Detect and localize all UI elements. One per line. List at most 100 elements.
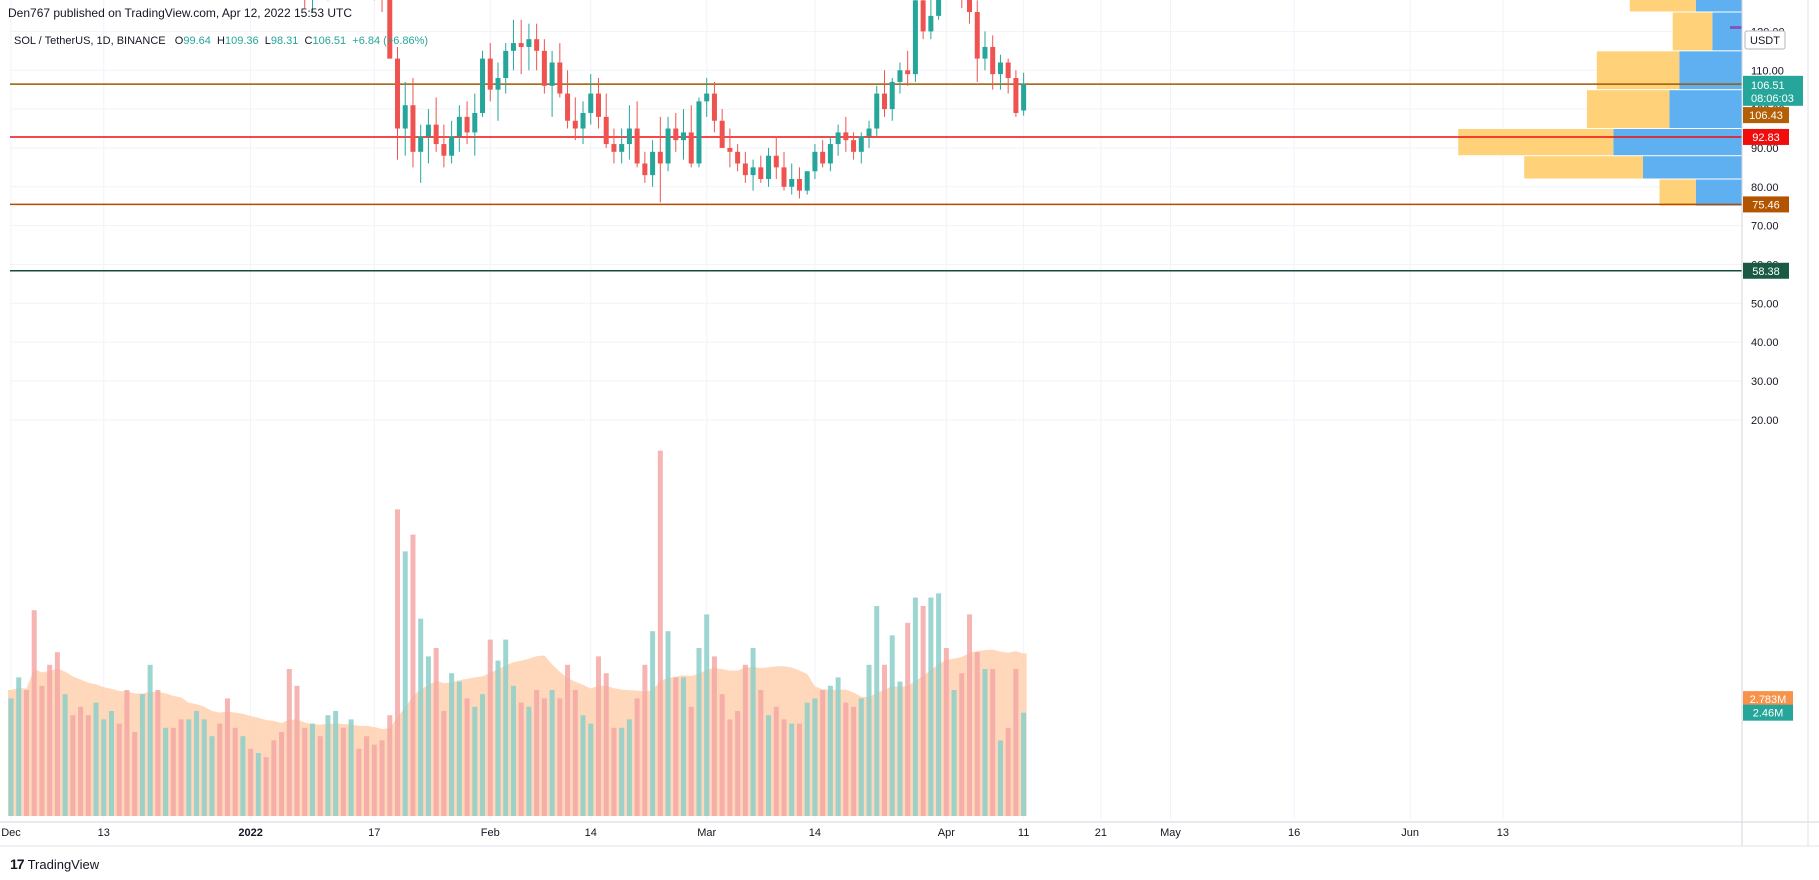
candle-body (526, 39, 532, 47)
volume-bar (263, 757, 269, 816)
volume-bar (402, 551, 408, 816)
volume-bar (812, 698, 818, 816)
candle-body (874, 93, 880, 129)
candle (928, 0, 934, 40)
volume-profile-up (1629, 0, 1696, 12)
volume-bar (449, 673, 455, 816)
candle (402, 81, 408, 156)
volume-profile-down (1643, 156, 1742, 179)
candle-body (572, 120, 578, 129)
candle-body (820, 151, 826, 164)
volume-bar (178, 719, 184, 816)
candle-body (650, 151, 656, 176)
volume-bar (39, 685, 45, 816)
candle-body (580, 112, 586, 129)
candle-body (588, 93, 594, 113)
volume-bar (93, 702, 99, 816)
candle (526, 23, 532, 71)
level-tag: 92.83 (1743, 128, 1789, 145)
volume-bar (766, 715, 772, 816)
candle (1013, 70, 1019, 117)
candle-body (974, 12, 980, 59)
low-value: 98.31 (270, 35, 299, 47)
volume-bar (456, 681, 462, 816)
volume-bar (209, 736, 215, 816)
volume-profile-row (1672, 12, 1742, 51)
volume-bar (967, 614, 973, 816)
volume-bar (557, 698, 563, 816)
volume-bar (54, 652, 60, 816)
candle-body (611, 144, 617, 152)
candle-body (464, 116, 470, 133)
volume-bar (526, 706, 532, 816)
candle (387, 0, 393, 59)
volume-bar (595, 656, 601, 816)
volume-bar (418, 618, 424, 816)
volume-bar (348, 719, 354, 816)
candle-body (626, 128, 632, 145)
volume-bar (688, 706, 694, 816)
volume-bar (619, 727, 625, 816)
candle (874, 85, 880, 137)
horizontal-levels (10, 83, 1742, 272)
candle (920, 0, 926, 40)
currency-label: USDT (1750, 35, 1780, 47)
candle (611, 128, 617, 164)
volume-bar (541, 698, 547, 816)
volume-bar (874, 606, 880, 816)
volume-bar (163, 727, 169, 816)
candle-body (812, 151, 818, 172)
volume-profile-row (1659, 179, 1742, 206)
candle-body (804, 171, 810, 191)
volume-bar (240, 736, 246, 816)
candle-body (510, 43, 516, 51)
volume-bar (773, 706, 779, 816)
candle (897, 62, 903, 94)
candle (534, 23, 540, 71)
volume-bar (472, 706, 478, 816)
candle-body (657, 151, 663, 164)
last-price-value: 106.51 (1751, 80, 1785, 92)
volume-bar (309, 723, 315, 816)
volume-bar (425, 656, 431, 816)
volume-profile-down (1695, 179, 1742, 206)
candle-body (897, 70, 903, 82)
candle-body (758, 167, 764, 180)
last-price-bg (1743, 75, 1803, 106)
volume-bar (711, 656, 717, 816)
candle (565, 70, 571, 129)
candle (835, 124, 841, 156)
volume-bar (317, 736, 323, 816)
volume-tag-text: 2.46M (1753, 708, 1784, 720)
candle-body (781, 167, 787, 187)
candle-body (642, 163, 648, 176)
candle (812, 144, 818, 180)
date-tick-label: 21 (1095, 827, 1107, 839)
high-label: H (217, 35, 225, 47)
volume-bar (217, 723, 223, 816)
candle (549, 50, 555, 117)
volume-profile-top-marker (1730, 26, 1742, 29)
volume-bar (302, 727, 308, 816)
volume-bar (433, 648, 439, 816)
volume-profile-row (1596, 51, 1742, 90)
candle (781, 151, 787, 191)
volume-profile-up (1596, 51, 1680, 90)
candle-body (789, 179, 795, 187)
candle (735, 144, 741, 172)
candle-body (858, 136, 864, 152)
candle (858, 132, 864, 164)
candle-body (936, 0, 942, 16)
symbol-title[interactable]: SOL / TetherUS, 1D, BINANCE (14, 35, 166, 47)
candle (742, 151, 748, 183)
candle-body (619, 144, 625, 152)
tradingview-logo[interactable]: 17 TradingView (10, 856, 99, 872)
volume-tag: 2.46M (1743, 704, 1793, 721)
volume-bar (16, 677, 22, 816)
date-tick-label: 16 (1288, 827, 1300, 839)
level-tag-text: 58.38 (1752, 266, 1780, 278)
candle-body (742, 163, 748, 176)
date-tick-label: May (1160, 827, 1181, 839)
volume-bar (704, 614, 710, 816)
